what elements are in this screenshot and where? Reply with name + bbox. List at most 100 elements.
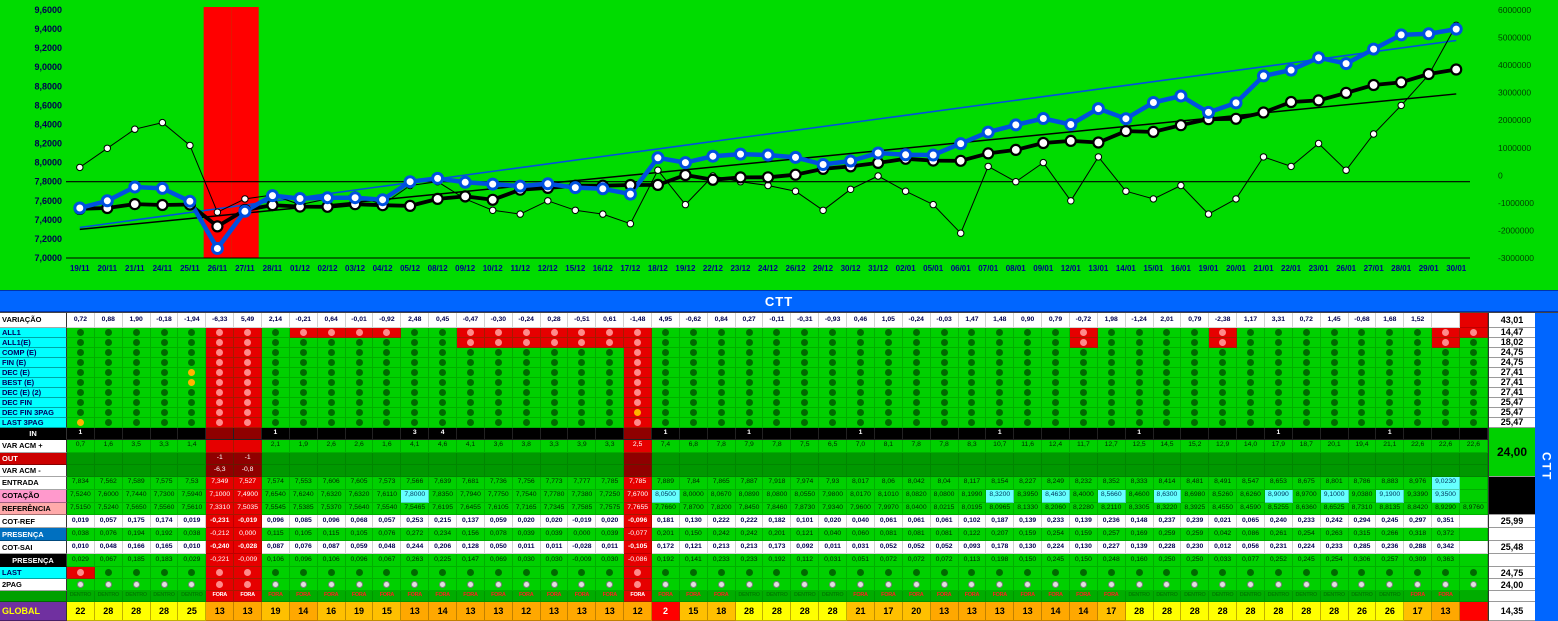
last3-cell-15[interactable] [484,417,513,428]
global-cell-36[interactable]: 14 [1069,602,1098,621]
presenca-cell-21[interactable]: 0,201 [652,528,680,542]
global-cell-20[interactable]: 12 [624,602,653,621]
dece2-cell-9[interactable] [317,387,346,398]
last-cell-44[interactable] [1292,567,1321,580]
decfin-cell-15[interactable] [484,397,513,408]
referencia-cell-5[interactable]: 7,3310 [206,502,235,516]
variacao-cell-41[interactable]: -2,38 [1209,313,1238,328]
vap-cell-9[interactable]: 2,6 [317,439,346,453]
cotacao-cell-33[interactable]: 8,3200 [986,489,1015,503]
variacao-cell-16[interactable]: -0,24 [512,313,541,328]
variacao-cell-44[interactable]: 0,72 [1292,313,1321,328]
state-cell-37[interactable]: FORA [1097,591,1126,603]
last-cell-50[interactable] [1459,567,1488,580]
global-cell-17[interactable]: 13 [540,602,569,621]
state-cell-40[interactable]: DENTRO [1181,591,1210,603]
pag2-cell-44[interactable] [1292,579,1321,592]
fine-cell-31[interactable] [930,357,959,368]
out-cell-16[interactable] [512,452,541,465]
cotref-cell-10[interactable]: 0,068 [345,515,374,529]
variacao-cell-49[interactable] [1432,313,1460,328]
variacao-cell-37[interactable]: 1,98 [1097,313,1126,328]
presenca2-cell-28[interactable]: 0,051 [847,554,875,568]
presenca-cell-48[interactable]: 0,318 [1404,528,1433,542]
presenca2-cell-1[interactable]: 0,067 [94,554,123,568]
dece-cell-17[interactable] [540,367,569,378]
dece-cell-8[interactable] [289,367,318,378]
fine-cell-33[interactable] [986,357,1015,368]
presenca2-cell-23[interactable]: 0,233 [707,554,736,568]
global-cell-30[interactable]: 20 [902,602,931,621]
cotref-cell-6[interactable]: -0,019 [234,515,263,529]
cotsai-cell-24[interactable]: 0,213 [735,541,764,555]
decfin-cell-25[interactable] [763,397,792,408]
cotsai-cell-38[interactable]: 0,139 [1125,541,1154,555]
referencia-cell-35[interactable]: 8,2060 [1042,502,1070,516]
last3-cell-38[interactable] [1125,417,1154,428]
compe-cell-20[interactable] [624,347,653,358]
cotsai-cell-37[interactable]: 0,227 [1097,541,1126,555]
in-cell-7[interactable]: 1 [262,427,290,440]
dece-cell-47[interactable] [1376,367,1405,378]
summary-block-0[interactable]: 43,01 [1489,313,1535,328]
last3-cell-24[interactable] [735,417,764,428]
vap-cell-45[interactable]: 20,1 [1320,439,1349,453]
decfin-cell-20[interactable] [624,397,653,408]
fine-cell-41[interactable] [1209,357,1238,368]
fine-cell-40[interactable] [1181,357,1210,368]
last3-cell-48[interactable] [1404,417,1433,428]
referencia-cell-21[interactable]: 7,7660 [652,502,680,516]
cotacao-cell-31[interactable]: 8,0800 [930,489,959,503]
presenca-cell-50[interactable] [1459,528,1488,542]
cotref-cell-22[interactable]: 0,130 [679,515,708,529]
referencia-cell-38[interactable]: 8,3305 [1125,502,1154,516]
decfin3-cell-36[interactable] [1069,407,1098,418]
decfin-cell-35[interactable] [1042,397,1070,408]
all1-cell-40[interactable] [1181,327,1210,338]
dece-cell-9[interactable] [317,367,346,378]
decfin3-cell-17[interactable] [540,407,569,418]
all1-cell-11[interactable] [373,327,402,338]
variacao-cell-33[interactable]: 1,48 [986,313,1015,328]
fine-cell-36[interactable] [1069,357,1098,368]
all1-cell-36[interactable] [1069,327,1098,338]
summary-block-15[interactable]: 25,48 [1489,541,1535,555]
vam-cell-43[interactable] [1264,464,1293,477]
all1e-cell-45[interactable] [1320,337,1349,348]
cotref-cell-14[interactable]: 0,137 [457,515,485,529]
row-label-vam[interactable]: VAR ACM - [0,464,67,477]
variacao-cell-27[interactable]: -0,93 [819,313,848,328]
out-cell-48[interactable] [1404,452,1433,465]
referencia-cell-17[interactable]: 7,7345 [540,502,569,516]
state-cell-42[interactable]: DENTRO [1237,591,1265,603]
cotacao-cell-12[interactable]: 7,8000 [401,489,430,503]
entrada-cell-9[interactable]: 7,606 [317,476,346,490]
all1e-cell-18[interactable] [568,337,597,348]
out-cell-22[interactable] [679,452,708,465]
dece2-cell-23[interactable] [707,387,736,398]
fine-cell-32[interactable] [958,357,987,368]
dece-cell-36[interactable] [1069,367,1098,378]
entrada-cell-32[interactable]: 8,117 [958,476,987,490]
global-cell-7[interactable]: 19 [262,602,290,621]
variacao-cell-10[interactable]: -0,01 [345,313,374,328]
all1e-cell-46[interactable] [1348,337,1377,348]
cotref-cell-4[interactable]: 0,019 [178,515,207,529]
cotref-cell-11[interactable]: 0,057 [373,515,402,529]
last3-cell-3[interactable] [150,417,179,428]
global-cell-11[interactable]: 15 [373,602,402,621]
in-cell-6[interactable] [234,427,263,440]
vap-cell-28[interactable]: 7,0 [847,439,875,453]
all1e-cell-42[interactable] [1237,337,1265,348]
presenca2-cell-14[interactable]: 0,147 [457,554,485,568]
variacao-cell-4[interactable]: -1,94 [178,313,207,328]
pag2-cell-39[interactable] [1153,579,1182,592]
vap-cell-7[interactable]: 2,1 [262,439,290,453]
referencia-cell-12[interactable]: 7,5465 [401,502,430,516]
cotacao-cell-48[interactable]: 9,3390 [1404,489,1433,503]
last-cell-23[interactable] [707,567,736,580]
dece2-cell-48[interactable] [1404,387,1433,398]
last-cell-3[interactable] [150,567,179,580]
dece2-cell-43[interactable] [1264,387,1293,398]
compe-cell-44[interactable] [1292,347,1321,358]
